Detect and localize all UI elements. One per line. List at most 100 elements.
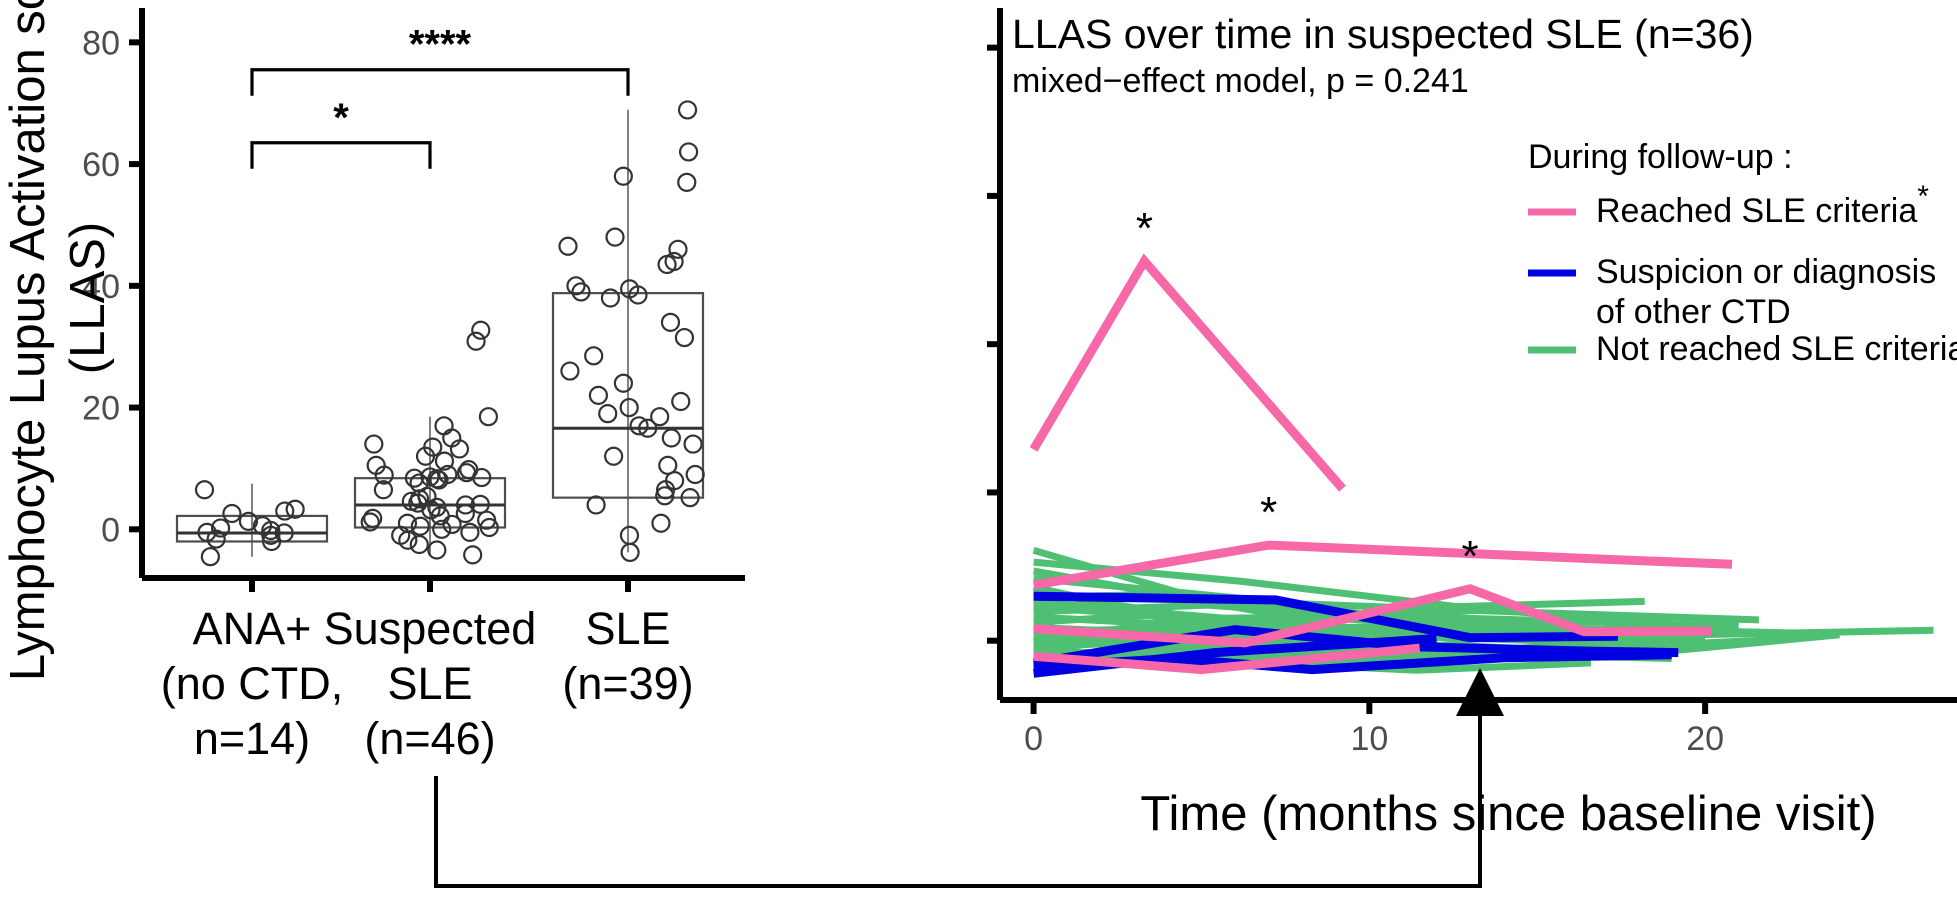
data-point [598, 404, 618, 424]
data-point [373, 480, 394, 500]
legend-item-label-line2: of other CTD [1596, 293, 1791, 331]
data-point [558, 236, 578, 256]
data-point [238, 511, 259, 531]
data-point [478, 407, 499, 427]
legend-item-label: Reached SLE criteria* [1596, 180, 1929, 231]
sig-ana-suspected: * [250, 96, 432, 169]
data-point [427, 540, 447, 560]
data-point [638, 418, 658, 438]
data-point [677, 100, 698, 120]
data-points [558, 100, 705, 563]
significance-bracket [250, 141, 432, 169]
box [551, 292, 705, 499]
data-point [210, 518, 231, 538]
category-line: SLE [387, 658, 472, 709]
data-point [364, 434, 384, 454]
data-point [410, 516, 430, 536]
y-axis-title-line2: (LLAS) [61, 222, 115, 375]
spaghetti-line [1029, 253, 1346, 492]
box [175, 514, 329, 543]
data-point [655, 480, 676, 500]
y-axis-tick-label: 60 [82, 146, 120, 184]
spaghetti-line [1032, 540, 1733, 590]
legend-heading: During follow-up : [1528, 138, 1793, 176]
data-point [605, 227, 625, 247]
event-marker-asterisk: * [1462, 532, 1479, 581]
significance-label: **** [409, 23, 472, 67]
data-point [409, 534, 429, 555]
spaghetti-line [1033, 584, 1712, 648]
data-point [455, 495, 476, 515]
x-axis-category-label: ANA+(no CTD,n=14) [161, 603, 344, 764]
data-point [671, 391, 691, 412]
data-point [398, 530, 418, 550]
data-point [360, 512, 380, 532]
right-panel: 0 10 20 * * * LLAS over time in suspected SLE … [987, 8, 1957, 841]
category-line: (n=39) [562, 658, 693, 709]
y-axis-title-line1: Lymphocyte Lupus Activation score [1, 0, 55, 681]
y-axis-tick-label: 80 [82, 24, 120, 62]
data-point [650, 407, 670, 427]
y-axis-tick-label: 40 [82, 268, 120, 306]
right-panel-subtitle: mixed−effect model, p = 0.241 [1012, 62, 1469, 100]
data-point [275, 501, 295, 521]
data-point [206, 529, 226, 549]
data-point [363, 508, 383, 528]
sig-ana-sle: **** [250, 23, 630, 96]
category-line: SLE [585, 603, 670, 654]
data-point [194, 480, 215, 500]
data-point [420, 467, 440, 487]
data-point [472, 467, 492, 488]
data-point [604, 446, 624, 466]
event-marker-asterisk: * [1136, 204, 1153, 253]
y-axis-tick-label: 20 [82, 390, 120, 428]
data-point [586, 495, 606, 515]
data-point [404, 468, 425, 488]
spaghetti-line [1033, 634, 1437, 678]
right-panel-title: LLAS over time in suspected SLE (n=36) [1012, 11, 1754, 57]
data-point [668, 239, 688, 259]
legend-item[interactable]: Not reached SLE criteria [1528, 330, 1957, 368]
data-point [421, 500, 441, 520]
legend-item[interactable]: Reached SLE criteria* [1528, 180, 1929, 231]
spaghetti-line [1033, 643, 1421, 675]
data-point [620, 542, 640, 563]
x-axis-tick-label: 0 [1024, 720, 1043, 758]
category-line: (n=46) [364, 713, 495, 764]
data-point [619, 397, 639, 418]
x-axis-category-label: SLE(n=39) [562, 603, 693, 709]
data-point [374, 465, 394, 485]
data-point [449, 439, 470, 459]
x-axis-title: Time (months since baseline visit) [1140, 787, 1876, 841]
data-point [222, 503, 242, 524]
arrow-head-icon [1456, 668, 1504, 716]
data-point [628, 285, 648, 305]
y-axis-tick-label: 0 [101, 511, 120, 549]
data-point [678, 142, 699, 162]
data-point [685, 464, 705, 485]
connector-arrow [434, 668, 1504, 888]
significance-label: * [333, 96, 349, 140]
data-point [460, 522, 480, 542]
data-point [651, 513, 671, 533]
event-marker-asterisk: * [1260, 488, 1277, 537]
data-point [560, 361, 580, 381]
data-point [655, 486, 675, 506]
x-axis-tick-label: 20 [1686, 720, 1724, 758]
data-points [194, 480, 305, 567]
data-point [463, 545, 483, 565]
spaghetti-lines [1029, 253, 1934, 678]
legend: During follow-up : Reached SLE criteria* S… [1528, 138, 1957, 368]
data-point [677, 172, 697, 192]
data-point [661, 428, 681, 448]
data-point [479, 517, 499, 538]
data-point [613, 166, 633, 186]
boxplot-group [175, 483, 329, 557]
data-point [674, 327, 695, 348]
category-line: Suspected [324, 603, 537, 654]
data-point [261, 520, 281, 541]
